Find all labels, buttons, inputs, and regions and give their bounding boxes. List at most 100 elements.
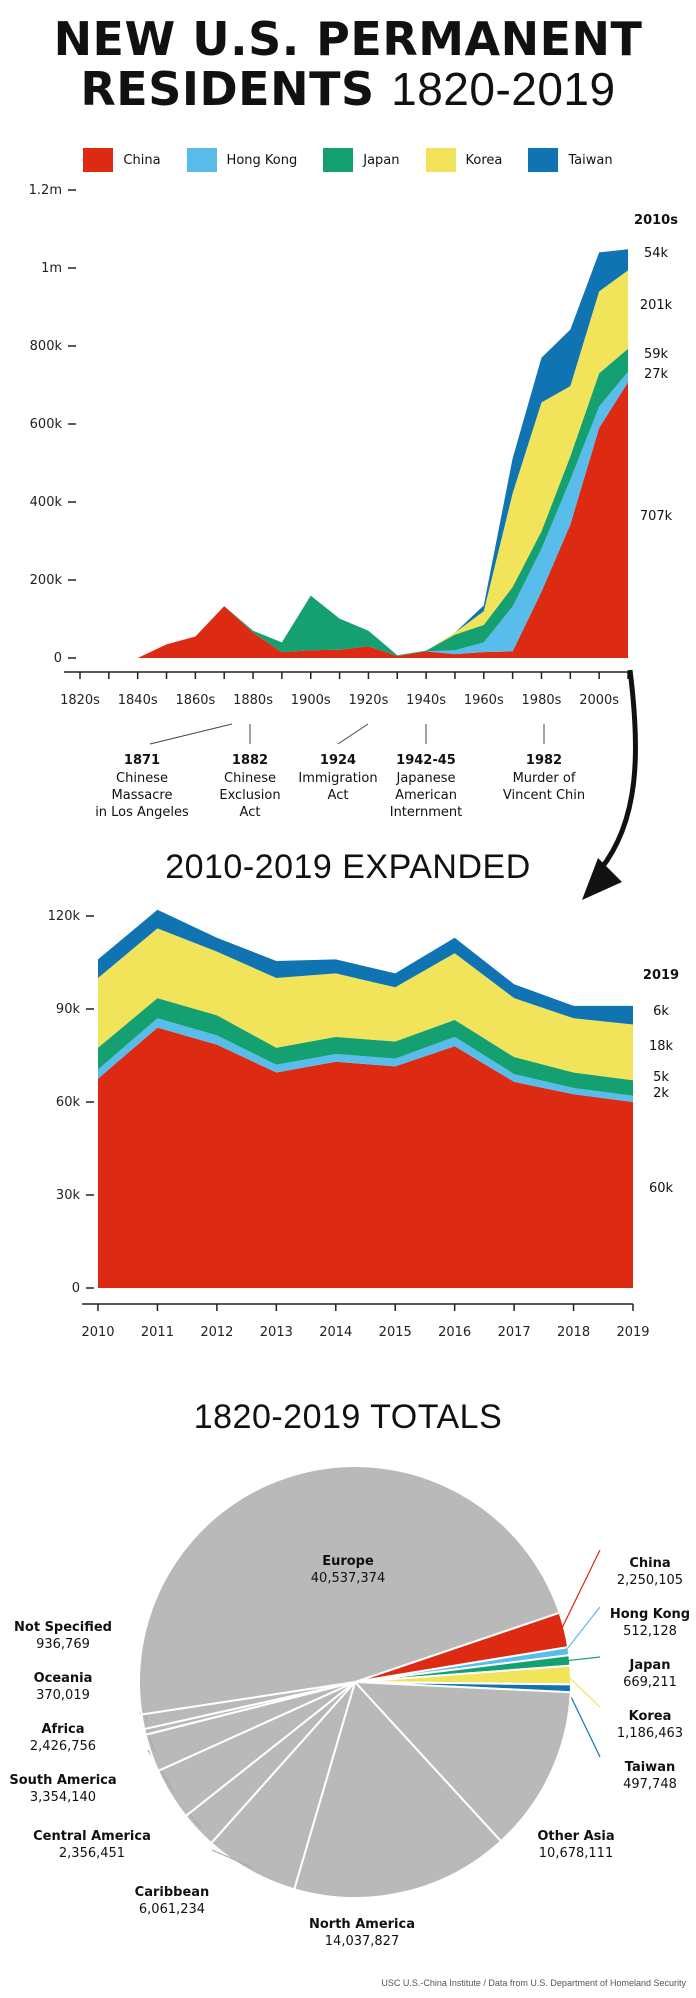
pie-leader-china	[560, 1549, 601, 1631]
end-label-taiwan: 54k	[644, 246, 669, 261]
series-area-taiwan	[80, 249, 628, 658]
title-line-1: NEW U.S. PERMANENT	[53, 12, 643, 66]
title-line-2: RESIDENTS 1820-2019	[0, 64, 696, 114]
expanded-title: 2010-2019 EXPANDED	[165, 848, 531, 886]
pie-slice-north-america	[292, 1680, 503, 1899]
end-label-korea: 201k	[640, 298, 673, 313]
pie-label-oceania: Oceania	[34, 1671, 93, 1686]
pie-label-hong-kong: Hong Kong	[610, 1607, 690, 1622]
legend-swatch-korea	[425, 148, 456, 172]
end-label-hong-kong: 2k	[653, 1086, 669, 1101]
end-label-japan: 5k	[653, 1070, 669, 1085]
x-tick-label: 1860s	[175, 693, 215, 708]
y-tick-label: 30k	[56, 1188, 81, 1203]
arrow-icon	[582, 669, 639, 900]
x-tick-label: 2011	[141, 1325, 174, 1340]
pie-label-africa: Africa	[41, 1722, 84, 1737]
page-title: NEW U.S. PERMANENT RESIDENTS 1820-2019	[0, 14, 696, 114]
annotation-year: 1982	[526, 753, 562, 768]
pie-label-korea: Korea	[629, 1709, 672, 1724]
title-line-2-bold: RESIDENTS	[80, 62, 375, 116]
pie-value-korea: 1,186,463	[617, 1726, 683, 1741]
pie-value-taiwan: 497,748	[623, 1777, 677, 1792]
x-tick-label: 1980s	[522, 693, 562, 708]
x-tick-label: 1900s	[291, 693, 331, 708]
pie-label-other-asia: Other Asia	[537, 1829, 614, 1844]
y-tick-label: 60k	[56, 1095, 81, 1110]
y-tick-label: 400k	[30, 495, 63, 510]
pie-leader-korea	[566, 1674, 601, 1708]
x-tick-label: 2019	[616, 1325, 649, 1340]
x-tick-label: 2000s	[579, 693, 619, 708]
series-area-china	[98, 1027, 633, 1288]
decades-area-chart: 0 200k 400k 600k 800k 1m 1.2m 1820s 1840s 1860s 18…	[29, 183, 679, 820]
x-tick-label: 1960s	[464, 693, 504, 708]
x-tick-label: 2013	[260, 1325, 293, 1340]
legend-swatch-hong-kong	[186, 148, 217, 172]
annotation-text: Vincent Chin	[503, 788, 585, 803]
annotation-text: Immigration	[298, 771, 377, 786]
expanded-area-chart: 0 30k 60k 90k 120k 2010 2011 2012 2013 2014 2015 20…	[48, 909, 679, 1340]
annotation-year: 1942-45	[396, 753, 456, 768]
pie-label-taiwan: Taiwan	[625, 1760, 675, 1775]
annotation-leader	[337, 723, 369, 745]
legend-swatch-taiwan	[528, 148, 559, 172]
legend-label-taiwan: Taiwan	[568, 152, 613, 168]
pie-value-central-america: 2,356,451	[59, 1846, 125, 1861]
pie-label-china: China	[629, 1556, 670, 1571]
series-area-japan	[98, 998, 633, 1096]
legend-item-taiwan: Taiwan	[528, 148, 613, 172]
annotation-text: Act	[328, 788, 349, 803]
y-tick-label: 200k	[30, 573, 63, 588]
pie-value-north-america: 14,037,827	[325, 1934, 399, 1949]
totals-title: 1820-2019 TOTALS	[193, 1398, 503, 1436]
annotation-text: American	[395, 788, 457, 803]
legend-swatch-china	[83, 148, 114, 172]
end-label-header: 2019	[643, 968, 679, 983]
series-area-china	[80, 382, 628, 658]
y-tick-label: 1m	[41, 261, 62, 276]
pie-value-oceania: 370,019	[36, 1688, 90, 1703]
annotation-text: Act	[240, 805, 261, 820]
series-area-taiwan	[98, 909, 633, 1025]
annotation-text: Chinese	[116, 771, 168, 786]
x-tick-label: 2018	[557, 1325, 590, 1340]
pie-leader-caribbean	[211, 1849, 253, 1868]
x-tick-label: 2010	[81, 1325, 114, 1340]
pie-value-china: 2,250,105	[617, 1573, 683, 1588]
x-tick-label: 2017	[498, 1325, 531, 1340]
annotation-year: 1871	[124, 753, 160, 768]
x-tick-label: 2012	[200, 1325, 233, 1340]
end-label-taiwan: 6k	[653, 1004, 669, 1019]
x-tick-label: 1920s	[348, 693, 388, 708]
annotation-text: Japanese	[395, 771, 455, 786]
annotation-text: Exclusion	[219, 788, 280, 803]
annotation-text: Murder of	[513, 771, 576, 786]
x-tick-label: 2016	[438, 1325, 471, 1340]
end-label-header: 2010s	[634, 213, 678, 228]
y-tick-label: 90k	[56, 1002, 81, 1017]
x-tick-label: 1820s	[60, 693, 100, 708]
annotation-year: 1882	[232, 753, 268, 768]
y-tick-label: 800k	[30, 339, 63, 354]
legend-item-china: China	[83, 148, 161, 172]
legend-label-hong-kong: Hong Kong	[226, 152, 298, 168]
pie-leader-taiwan	[566, 1687, 601, 1758]
annotation-year: 1924	[320, 753, 356, 768]
pie-label-japan: Japan	[629, 1658, 671, 1673]
end-label-hong-kong: 27k	[644, 367, 669, 382]
annotation-text: Internment	[390, 805, 463, 820]
pie-value-japan: 669,211	[623, 1675, 677, 1690]
legend: China Hong Kong Japan Korea Taiwan	[0, 148, 696, 172]
pie-value-other-asia: 10,678,111	[539, 1846, 613, 1861]
x-tick-label: 2015	[379, 1325, 412, 1340]
series-area-hong-kong	[98, 1018, 633, 1102]
x-tick-label: 1840s	[118, 693, 158, 708]
annotation-leader	[149, 723, 233, 745]
pie-slice-other-asia	[352, 1680, 572, 1843]
legend-swatch-japan	[323, 148, 354, 172]
pie-leader-hong-kong	[564, 1606, 601, 1653]
y-tick-label: 120k	[48, 909, 81, 924]
legend-item-hong-kong: Hong Kong	[186, 148, 298, 172]
x-tick-label: 1940s	[406, 693, 446, 708]
